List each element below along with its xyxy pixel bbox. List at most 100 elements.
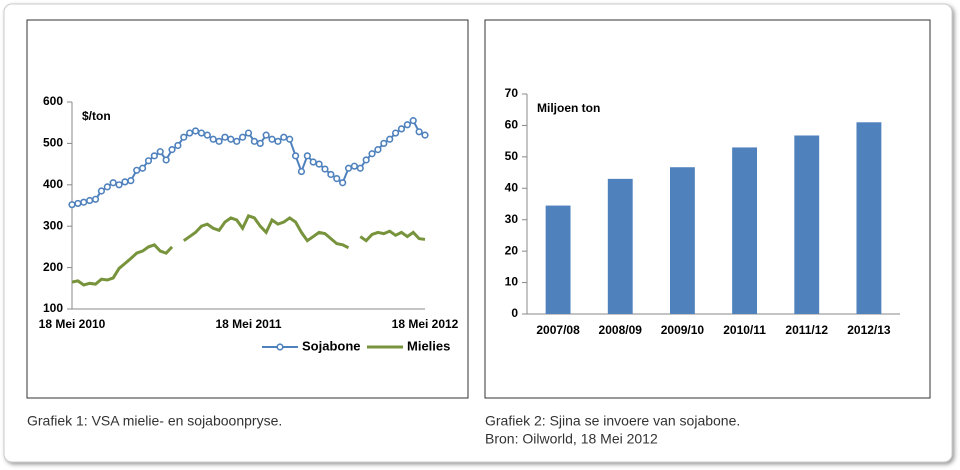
- legend-label: Mielies: [407, 338, 450, 353]
- marker: [150, 152, 158, 160]
- y-tick-label: 30: [505, 212, 519, 226]
- marker: [350, 162, 359, 170]
- marker: [280, 133, 288, 141]
- y-tick-label: 300: [43, 218, 63, 232]
- unit-label: $/ton: [82, 109, 111, 123]
- marker: [374, 146, 382, 154]
- marker: [333, 174, 341, 183]
- marker: [256, 139, 264, 147]
- y-tick-label: 20: [505, 243, 519, 257]
- bar: [732, 147, 758, 314]
- marker: [339, 179, 347, 187]
- marker: [315, 160, 323, 168]
- y-tick-label: 70: [505, 86, 519, 100]
- marker: [391, 129, 400, 137]
- x-tick-label: 2008/09: [599, 323, 643, 337]
- marker: [203, 131, 211, 139]
- marker: [233, 137, 241, 145]
- marker: [91, 195, 100, 203]
- marker: [321, 165, 329, 173]
- marker: [186, 129, 194, 137]
- marker: [103, 183, 111, 191]
- y-tick-label: 10: [505, 275, 519, 289]
- y-tick-label: 100: [43, 301, 63, 315]
- y-tick-label: 0: [511, 306, 518, 320]
- marker: [403, 121, 411, 129]
- marker: [109, 179, 117, 187]
- marker: [156, 148, 164, 156]
- marker: [239, 133, 247, 141]
- marker: [144, 157, 153, 165]
- legend-marker: [276, 343, 284, 351]
- caption: Grafiek 2: Sjina se invoere van sojabone…: [485, 413, 740, 429]
- marker: [221, 133, 229, 141]
- marker: [197, 129, 206, 137]
- y-tick-label: 500: [43, 136, 63, 150]
- marker: [344, 164, 353, 172]
- marker: [215, 137, 223, 145]
- marker: [86, 196, 94, 205]
- bar: [545, 205, 571, 314]
- marker: [356, 164, 364, 172]
- legend-label: Sojabone: [302, 338, 361, 353]
- marker: [297, 167, 306, 176]
- marker: [121, 178, 129, 186]
- marker: [209, 135, 217, 143]
- marker: [303, 152, 311, 160]
- y-tick-label: 200: [43, 260, 63, 274]
- x-tick-label: 2011/12: [785, 323, 828, 337]
- marker: [191, 127, 200, 135]
- series-line: [71, 213, 426, 287]
- marker: [80, 198, 88, 206]
- marker: [397, 125, 406, 133]
- marker: [380, 139, 388, 147]
- marker: [139, 164, 147, 172]
- marker: [362, 156, 370, 164]
- marker: [74, 199, 82, 208]
- source: Bron: Oilworld, 18 Mei 2012: [485, 431, 658, 447]
- marker: [162, 156, 170, 164]
- marker: [409, 117, 417, 125]
- marker: [368, 150, 376, 158]
- x-tick-label: 2012/13: [847, 323, 891, 337]
- marker: [115, 181, 123, 189]
- marker: [386, 135, 394, 143]
- marker: [227, 135, 235, 143]
- y-tick-label: 400: [43, 177, 63, 191]
- marker: [127, 177, 135, 185]
- marker: [174, 141, 182, 150]
- chart-box: [26, 19, 469, 399]
- marker: [274, 137, 282, 145]
- y-tick-label: 60: [505, 118, 519, 132]
- y-tick-label: 40: [505, 180, 519, 194]
- marker: [97, 187, 106, 195]
- marker: [168, 146, 176, 154]
- marker: [268, 135, 276, 143]
- x-tick-label: 18 Mei 2011: [215, 317, 281, 331]
- marker: [286, 135, 294, 143]
- marker: [291, 152, 300, 160]
- x-tick-label: 2009/10: [661, 323, 705, 337]
- caption: Grafiek 1: VSA mielie- en sojaboonpryse.: [27, 413, 282, 429]
- unit-label: Miljoen ton: [537, 101, 600, 115]
- x-tick-label: 18 Mei 2012: [392, 317, 459, 331]
- marker: [262, 131, 270, 139]
- marker: [180, 133, 188, 141]
- x-tick-label: 2007/08: [536, 323, 580, 337]
- marker: [133, 166, 141, 174]
- bar: [607, 178, 633, 314]
- marker: [327, 170, 335, 179]
- bar: [794, 135, 820, 314]
- marker: [250, 137, 258, 145]
- bar: [856, 122, 882, 315]
- marker: [244, 129, 253, 137]
- y-tick-label: 50: [505, 149, 519, 163]
- marker: [68, 201, 76, 209]
- marker: [309, 158, 317, 166]
- bar: [669, 167, 695, 314]
- x-tick-label: 18 Mei 2010: [39, 317, 106, 331]
- marker: [421, 131, 429, 139]
- x-tick-label: 2010/11: [723, 323, 766, 337]
- marker: [415, 128, 423, 136]
